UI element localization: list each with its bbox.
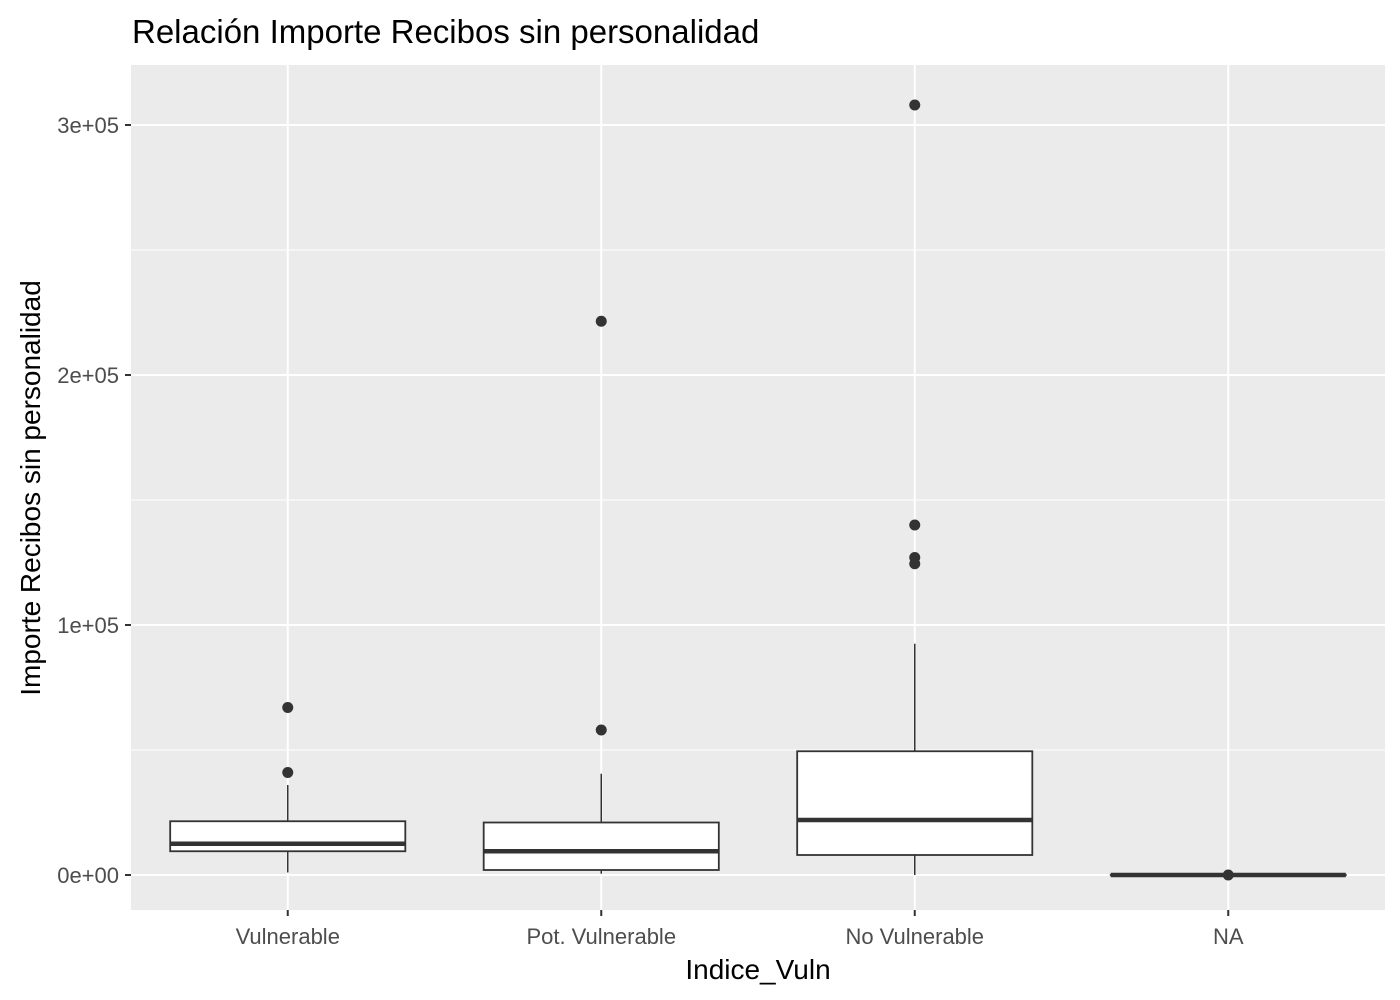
box-vulnerable xyxy=(169,702,407,873)
box-pot-vulnerable xyxy=(482,315,720,874)
outlier-point xyxy=(909,552,921,563)
y-tick-label: 1e+05 xyxy=(57,613,119,638)
outlier-point xyxy=(595,724,607,736)
box-iqr xyxy=(482,821,720,871)
outlier-point xyxy=(909,99,921,111)
outlier-point xyxy=(595,315,607,327)
x-axis-title: Indice_Vuln xyxy=(685,954,830,985)
x-tick-label: Pot. Vulnerable xyxy=(526,924,676,949)
x-tick-label: No Vulnerable xyxy=(845,924,984,949)
box-iqr xyxy=(796,750,1034,856)
y-tick-label: 3e+05 xyxy=(57,113,119,138)
x-tick-label: Vulnerable xyxy=(236,924,340,949)
box-no-vulnerable xyxy=(796,99,1034,875)
boxes xyxy=(169,99,1347,881)
y-axis-title: Importe Recibos sin personalidad xyxy=(15,280,46,696)
plot-panel xyxy=(131,65,1385,910)
box-na xyxy=(1109,869,1347,881)
x-tick-label: NA xyxy=(1213,924,1244,949)
y-tick-label: 2e+05 xyxy=(57,363,119,388)
x-axis-ticks: Vulnerable Pot. Vulnerable No Vulnerable NA xyxy=(236,910,1244,949)
chart-title: Relación Importe Recibos sin personalida… xyxy=(132,13,759,50)
outlier-point xyxy=(1222,869,1234,881)
outlier-point xyxy=(282,767,294,778)
outlier-point xyxy=(909,519,921,531)
y-tick-label: 0e+00 xyxy=(57,863,119,888)
outlier-point xyxy=(282,702,294,713)
box-iqr xyxy=(169,820,407,853)
y-axis-ticks: 0e+00 1e+05 2e+05 3e+05 xyxy=(57,113,131,888)
